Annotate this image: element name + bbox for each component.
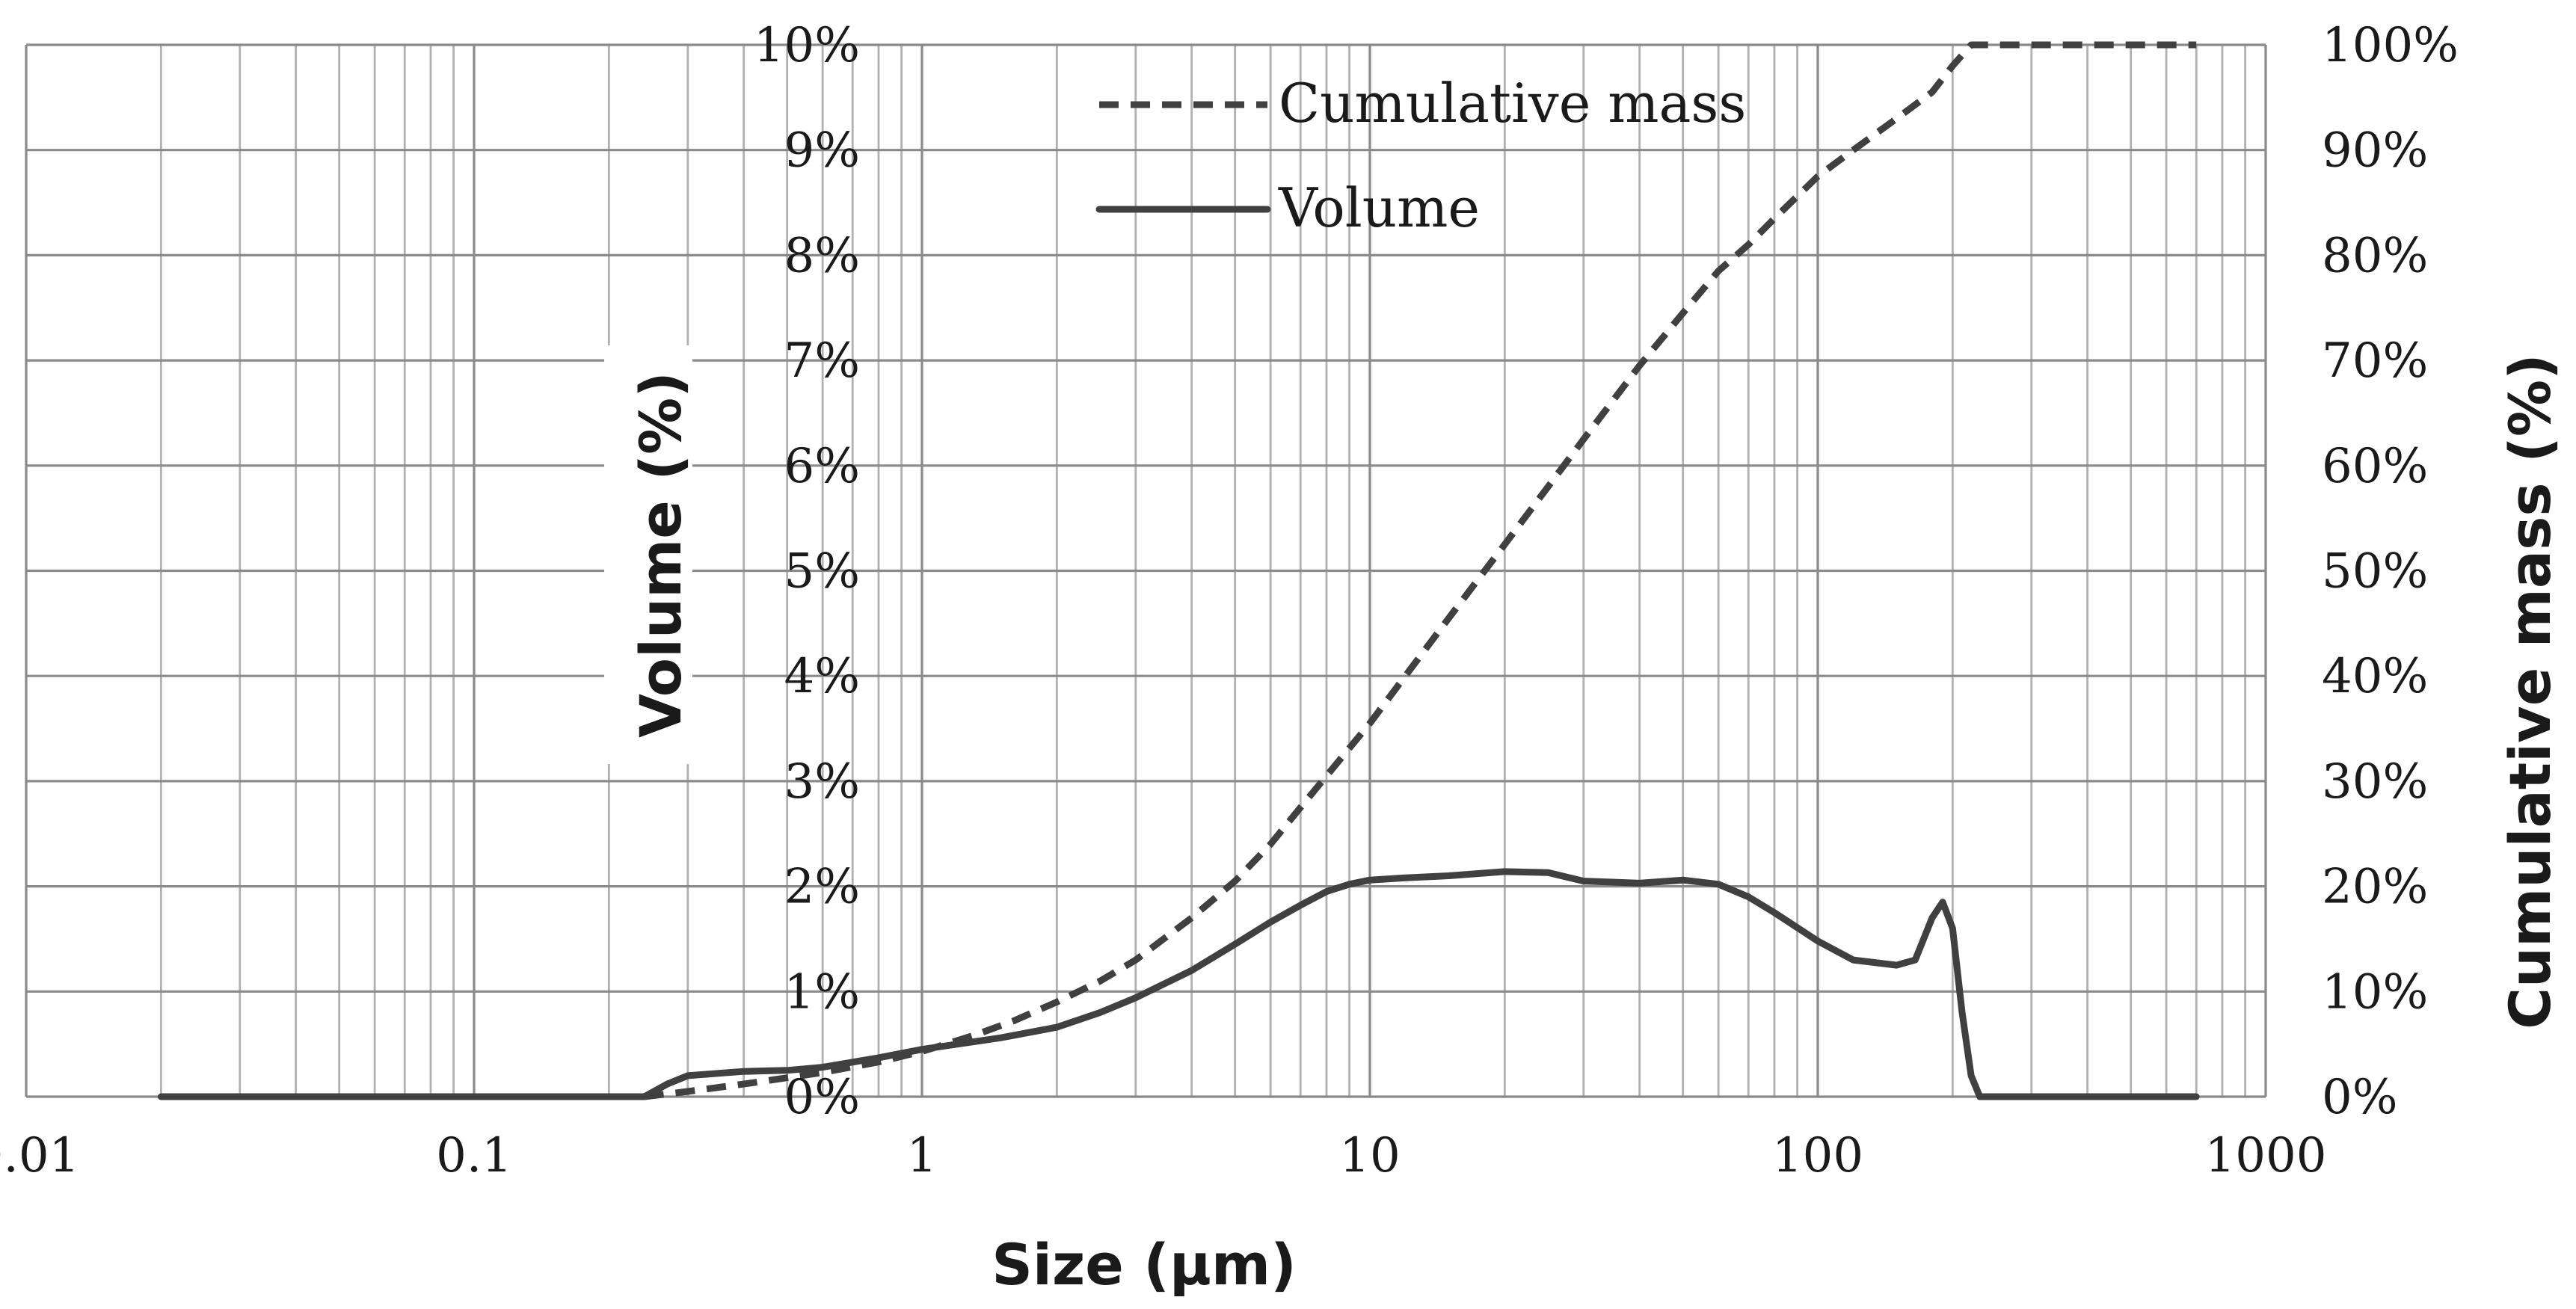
x-tick-label: 0.01 (0, 1128, 79, 1183)
y-right-tick-label: 90% (2322, 123, 2428, 179)
legend: Cumulative mass Volume (1095, 72, 1746, 239)
y-left-tick-label: 3% (784, 754, 860, 810)
y-right-tick-label: 60% (2322, 439, 2428, 494)
y-right-tick-label: 40% (2322, 649, 2428, 704)
y-left-title-background (604, 345, 692, 764)
y-right-axis-title: Cumulative mass (%) (2497, 354, 2563, 1029)
series-line-volume (157, 868, 2200, 1100)
y-left-tick-label: 2% (784, 860, 860, 915)
y-right-tick-label: 80% (2322, 228, 2428, 283)
y-left-tick-label: 6% (784, 439, 860, 494)
y-left-tick-label: 0% (784, 1070, 860, 1125)
y-right-tick-label: 50% (2322, 544, 2428, 600)
x-tick-label: 100 (1772, 1128, 1863, 1183)
y-left-tick-label: 9% (784, 123, 860, 179)
y-left-tick-label: 10% (754, 18, 860, 73)
y-right-tick-label: 70% (2322, 333, 2428, 389)
y-right-tick-labels: 0% 10% 20% 30% 40% 50% 60% 70% 80% 90% 100% (2322, 18, 2459, 1125)
y-right-tick-label: 0% (2322, 1070, 2398, 1125)
y-left-tick-label: 1% (784, 964, 860, 1020)
y-right-tick-label: 100% (2322, 18, 2459, 73)
x-tick-labels: 0.01 0.1 1 10 100 1000 (0, 1128, 2326, 1183)
legend-label-volume: Volume (1278, 176, 1480, 239)
series-layer (157, 41, 2200, 1100)
y-left-tick-label: 7% (784, 333, 860, 389)
y-right-tick-label: 30% (2322, 754, 2428, 810)
x-tick-label: 0.1 (436, 1128, 512, 1183)
y-right-tick-label: 10% (2322, 964, 2428, 1020)
legend-label-cumulative-mass: Cumulative mass (1279, 72, 1746, 135)
y-left-tick-label: 4% (784, 649, 860, 704)
y-left-tick-labels: 0% 1% 2% 3% 4% 5% 6% 7% 8% 9% 10% (754, 18, 860, 1125)
y-left-tick-label: 5% (784, 544, 860, 600)
x-tick-label: 10 (1339, 1128, 1400, 1183)
x-axis-title: Size (µm) (992, 1231, 1297, 1298)
x-tick-label: 1 (907, 1128, 938, 1183)
y-left-tick-label: 8% (784, 228, 860, 283)
x-tick-label: 1000 (2205, 1128, 2327, 1183)
y-left-axis-title: Volume (%) (627, 372, 694, 738)
y-right-tick-label: 20% (2322, 860, 2428, 915)
